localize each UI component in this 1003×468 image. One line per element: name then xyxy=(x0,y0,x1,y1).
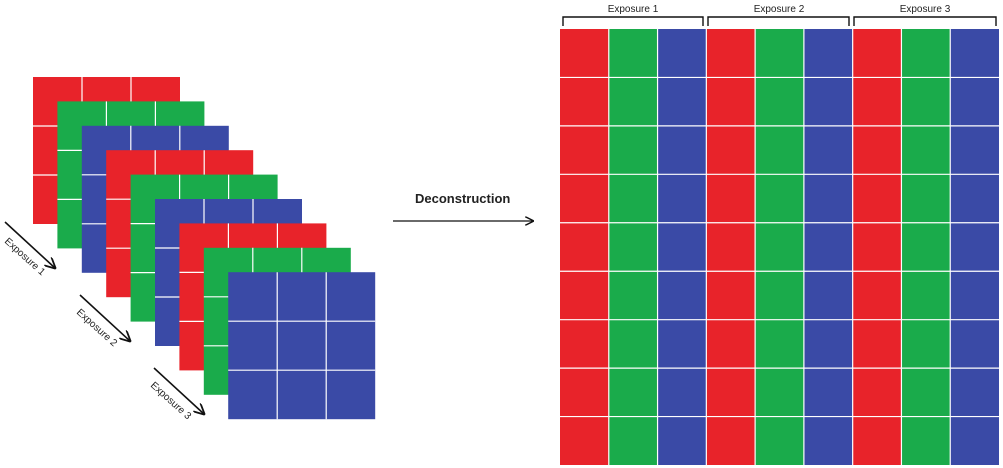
layer-stack xyxy=(33,77,376,420)
grid-column-blue xyxy=(803,29,853,465)
grid-column-blue xyxy=(657,29,707,465)
grid-column-blue xyxy=(950,29,999,465)
exposure-label-2: Exposure 2 xyxy=(74,307,119,349)
stack-layer-blue xyxy=(228,272,376,420)
exposure-label-1: Exposure 1 xyxy=(2,236,47,278)
deconstruction-label: Deconstruction xyxy=(415,191,510,206)
exposure-arrow-1 xyxy=(4,221,55,268)
bracket-label-3: Exposure 3 xyxy=(900,4,951,15)
exposure-label-3: Exposure 3 xyxy=(148,380,193,422)
grid-column-green xyxy=(901,29,951,465)
grid-column-green xyxy=(608,29,658,465)
grid-column-green xyxy=(755,29,804,465)
bracket-exposure-2 xyxy=(707,16,850,26)
bracket-exposure-3 xyxy=(853,16,997,26)
deconstructed-grid xyxy=(560,29,999,465)
bracket-label-1: Exposure 1 xyxy=(608,4,659,15)
grid-column-red xyxy=(852,29,902,465)
bracket-label-2: Exposure 2 xyxy=(754,4,805,15)
grid-column-red xyxy=(706,29,756,465)
grid-column-red xyxy=(560,29,609,465)
exposure-arrow-2 xyxy=(79,294,130,341)
exposure-arrow-3 xyxy=(153,367,204,414)
bracket-exposure-1 xyxy=(562,16,704,26)
